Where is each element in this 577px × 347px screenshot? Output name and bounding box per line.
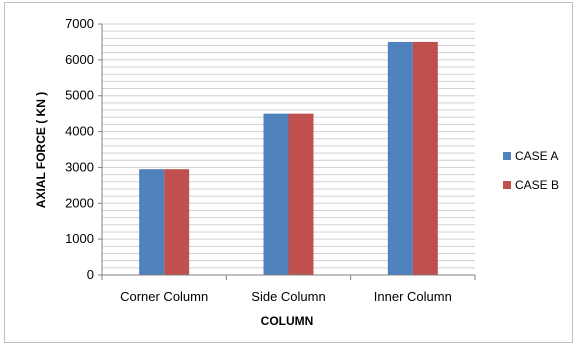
y-tick-label: 4000 bbox=[65, 124, 94, 139]
y-tick-label: 7000 bbox=[65, 16, 94, 31]
bar-case-a-inner-column bbox=[387, 41, 413, 275]
y-tick-label: 2000 bbox=[65, 195, 94, 210]
x-tick-label: Side Column bbox=[251, 289, 325, 304]
y-tick-label: 0 bbox=[87, 267, 94, 282]
bar-case-b-side-column bbox=[288, 113, 314, 276]
bar-case-a-side-column bbox=[263, 113, 289, 276]
y-tick-label: 1000 bbox=[65, 231, 94, 246]
bar-case-b-inner-column bbox=[412, 41, 438, 275]
y-tick-labels: 0 1000 2000 3000 4000 5000 6000 7000 bbox=[65, 16, 94, 282]
y-axis-title: AXIAL FORCE ( KN ) bbox=[34, 92, 48, 208]
axes bbox=[98, 23, 476, 280]
legend-swatch bbox=[503, 181, 511, 189]
x-axis-title: COLUMN bbox=[261, 314, 314, 328]
x-tick-label: Corner Column bbox=[120, 289, 208, 304]
legend-swatch bbox=[503, 152, 511, 160]
y-tick-label: 6000 bbox=[65, 52, 94, 67]
bar-case-b-corner-column bbox=[164, 169, 190, 275]
legend: CASE A CASE B bbox=[503, 149, 559, 192]
bar-case-a-corner-column bbox=[139, 169, 165, 275]
legend-label: CASE A bbox=[515, 149, 558, 163]
x-tick-label: Inner Column bbox=[374, 289, 452, 304]
y-tick-label: 3000 bbox=[65, 159, 94, 174]
y-tick-label: 5000 bbox=[65, 88, 94, 103]
x-tick-labels: Corner Column Side Column Inner Column bbox=[120, 289, 452, 304]
legend-label: CASE B bbox=[515, 178, 559, 192]
bars bbox=[139, 41, 438, 276]
